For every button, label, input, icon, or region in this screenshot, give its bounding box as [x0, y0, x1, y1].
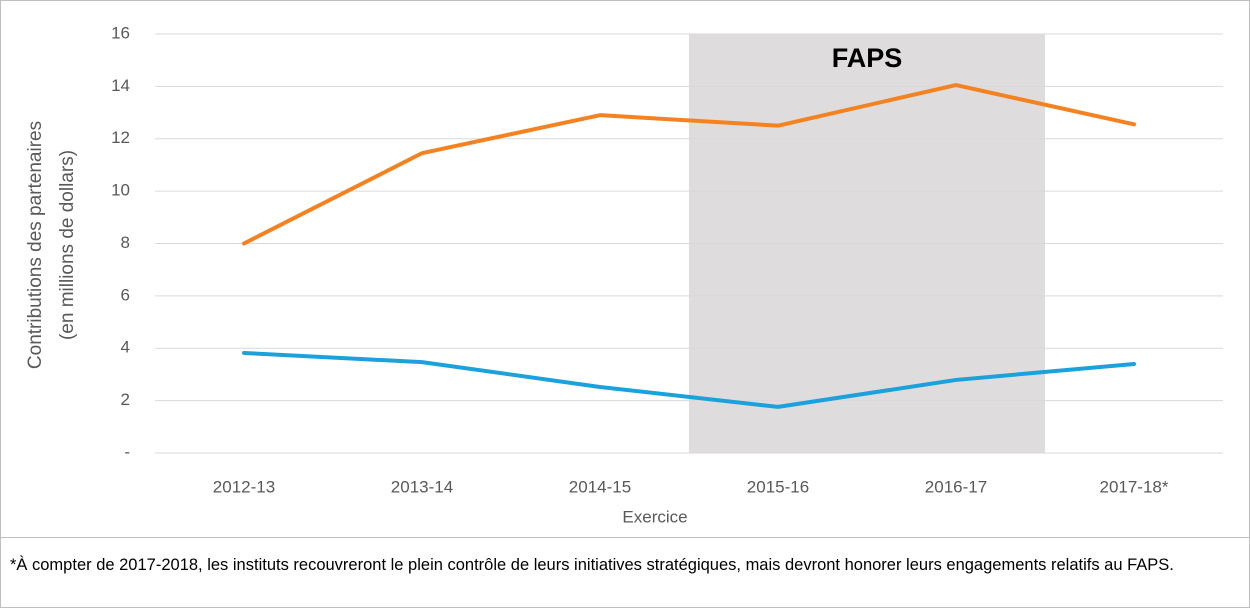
x-tick-label: 2017-18*	[1099, 477, 1168, 496]
y-tick-label: -	[124, 442, 130, 461]
x-tick-label: 2012-13	[213, 477, 275, 496]
y-tick-label: 4	[121, 338, 130, 357]
footnote: *À compter de 2017-2018, les instituts r…	[10, 556, 1174, 574]
y-axis-title: Contributions des partenaires	[25, 121, 46, 369]
y-tick-label: 12	[111, 128, 130, 147]
y-tick-label: 2	[121, 390, 130, 409]
y-tick-label: 8	[121, 233, 130, 252]
x-tick-label: 2014-15	[569, 477, 631, 496]
x-tick-label: 2016-17	[925, 477, 987, 496]
y-tick-label: 10	[111, 181, 130, 200]
y-tick-label: 6	[121, 285, 130, 304]
region-label: FAPS	[832, 43, 903, 73]
x-tick-label: 2015-16	[747, 477, 809, 496]
series-line	[242, 350, 1136, 409]
x-axis-title: Exercice	[622, 507, 687, 526]
y-tick-label: 14	[111, 76, 130, 95]
y-axis-title: (en millions de dollars)	[57, 150, 78, 340]
plot: FAPS - 2 4 6 8 10 12 14 16 2012-13 2013-14 2014-15 20…	[111, 23, 1223, 496]
x-tick-label: 2013-14	[391, 477, 453, 496]
y-tick-label: 16	[111, 23, 130, 42]
series-line	[242, 83, 1136, 246]
